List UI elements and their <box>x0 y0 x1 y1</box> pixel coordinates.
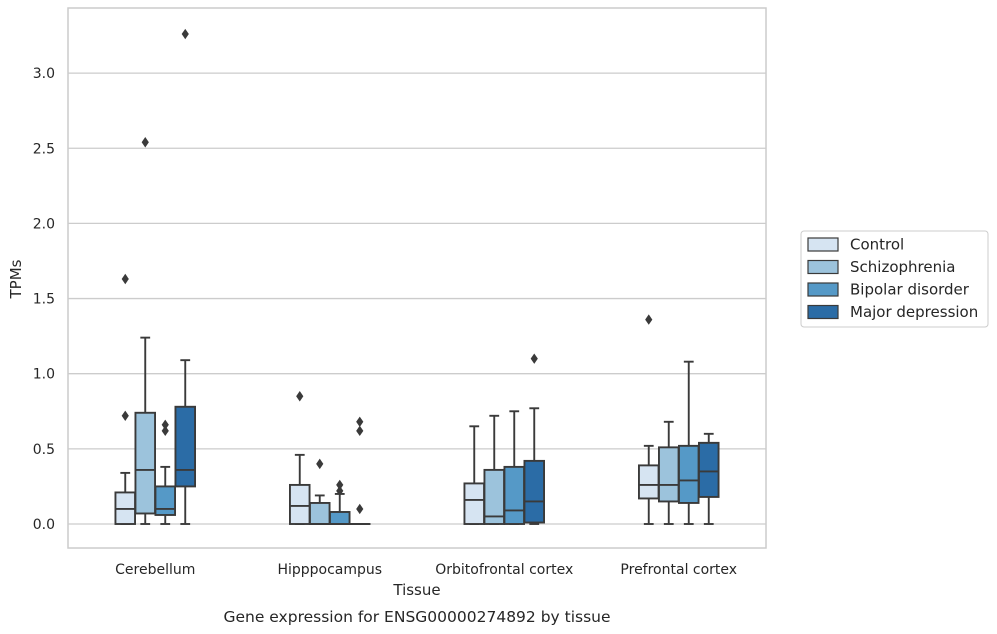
outlier-point <box>296 391 304 402</box>
box-body <box>174 405 196 488</box>
y-tick-label: 0.0 <box>33 517 55 533</box>
legend-swatch <box>807 237 839 252</box>
box-1-3 <box>349 416 371 525</box>
box-0-0 <box>114 273 136 525</box>
box-body <box>463 482 486 525</box>
legend-label: Control <box>850 236 904 254</box>
x-axis-ticks: Cerebellum Hipppocampus Orbitofrontal cort… <box>115 562 737 578</box>
legend-frame <box>800 230 989 328</box>
y-tick-label: 2.5 <box>33 141 55 157</box>
outlier-point <box>356 416 364 427</box>
outlier-point <box>161 419 169 431</box>
legend-swatch <box>807 259 839 275</box>
box-0-2 <box>154 419 176 525</box>
box-body <box>523 459 546 524</box>
y-axis-label: TPMs <box>7 259 25 299</box>
outlier-point <box>356 503 364 515</box>
box-2-1 <box>483 414 506 525</box>
box-body <box>698 441 720 498</box>
box-0-1 <box>134 137 156 525</box>
box-3-0 <box>638 314 660 525</box>
box-3-2 <box>678 360 700 525</box>
boxes <box>114 28 720 525</box>
plot-area-frame <box>67 7 767 549</box>
outlier-point <box>121 410 129 421</box>
outlier-point <box>645 314 653 325</box>
outlier-point <box>316 458 324 470</box>
box-body <box>154 485 176 516</box>
x-tick-label: Cerebellum <box>115 562 195 578</box>
y-tick-label: 3.0 <box>33 66 55 82</box>
y-tick-label: 2.0 <box>33 216 55 232</box>
legend: Control Schizophrenia Bipolar disorder Majo… <box>800 230 989 328</box>
outlier-point <box>161 425 169 437</box>
box-1-2 <box>329 479 351 525</box>
box-1-1 <box>309 458 331 525</box>
outlier-point <box>141 137 149 148</box>
box-3-1 <box>658 420 680 525</box>
box-0-3 <box>174 28 196 525</box>
box-1-0 <box>289 391 311 525</box>
y-tick-label: 0.5 <box>33 442 55 458</box>
box-body <box>503 465 526 525</box>
box-body <box>678 444 700 504</box>
x-axis-label: Tissue <box>392 581 440 599</box>
chart-caption: Gene expression for ENSG00000274892 by t… <box>223 608 610 626</box>
box-body <box>289 483 311 525</box>
box-body <box>134 411 156 515</box>
y-tick-label: 1.5 <box>33 292 55 308</box>
outlier-point <box>121 273 129 285</box>
legend-swatch <box>807 282 839 297</box>
outlier-point <box>530 353 538 364</box>
box-3-3 <box>698 432 720 525</box>
box-2-2 <box>503 410 526 525</box>
box-body <box>329 511 351 525</box>
legend-swatch <box>807 304 839 320</box>
y-tick-label: 1.0 <box>33 367 55 383</box>
box-body <box>309 502 331 525</box>
x-tick-label: Orbitofrontal cortex <box>435 562 573 578</box>
legend-label: Major depression <box>850 303 978 321</box>
box-body <box>658 446 680 503</box>
x-tick-label: Prefrontal cortex <box>620 562 737 578</box>
outlier-point <box>336 479 344 491</box>
y-axis-ticks: 0.0 0.5 1.0 1.5 2.0 2.5 3.0 <box>33 66 55 533</box>
legend-label: Bipolar disorder <box>850 281 970 299</box>
box-2-0 <box>463 425 486 525</box>
outlier-point <box>356 425 364 437</box>
box-body <box>638 464 660 500</box>
legend-label: Schizophrenia <box>850 258 955 276</box>
box-2-3 <box>523 353 546 525</box>
outlier-point <box>336 485 344 497</box>
x-tick-label: Hipppocampus <box>277 562 382 578</box>
outlier-point <box>181 28 189 40</box>
